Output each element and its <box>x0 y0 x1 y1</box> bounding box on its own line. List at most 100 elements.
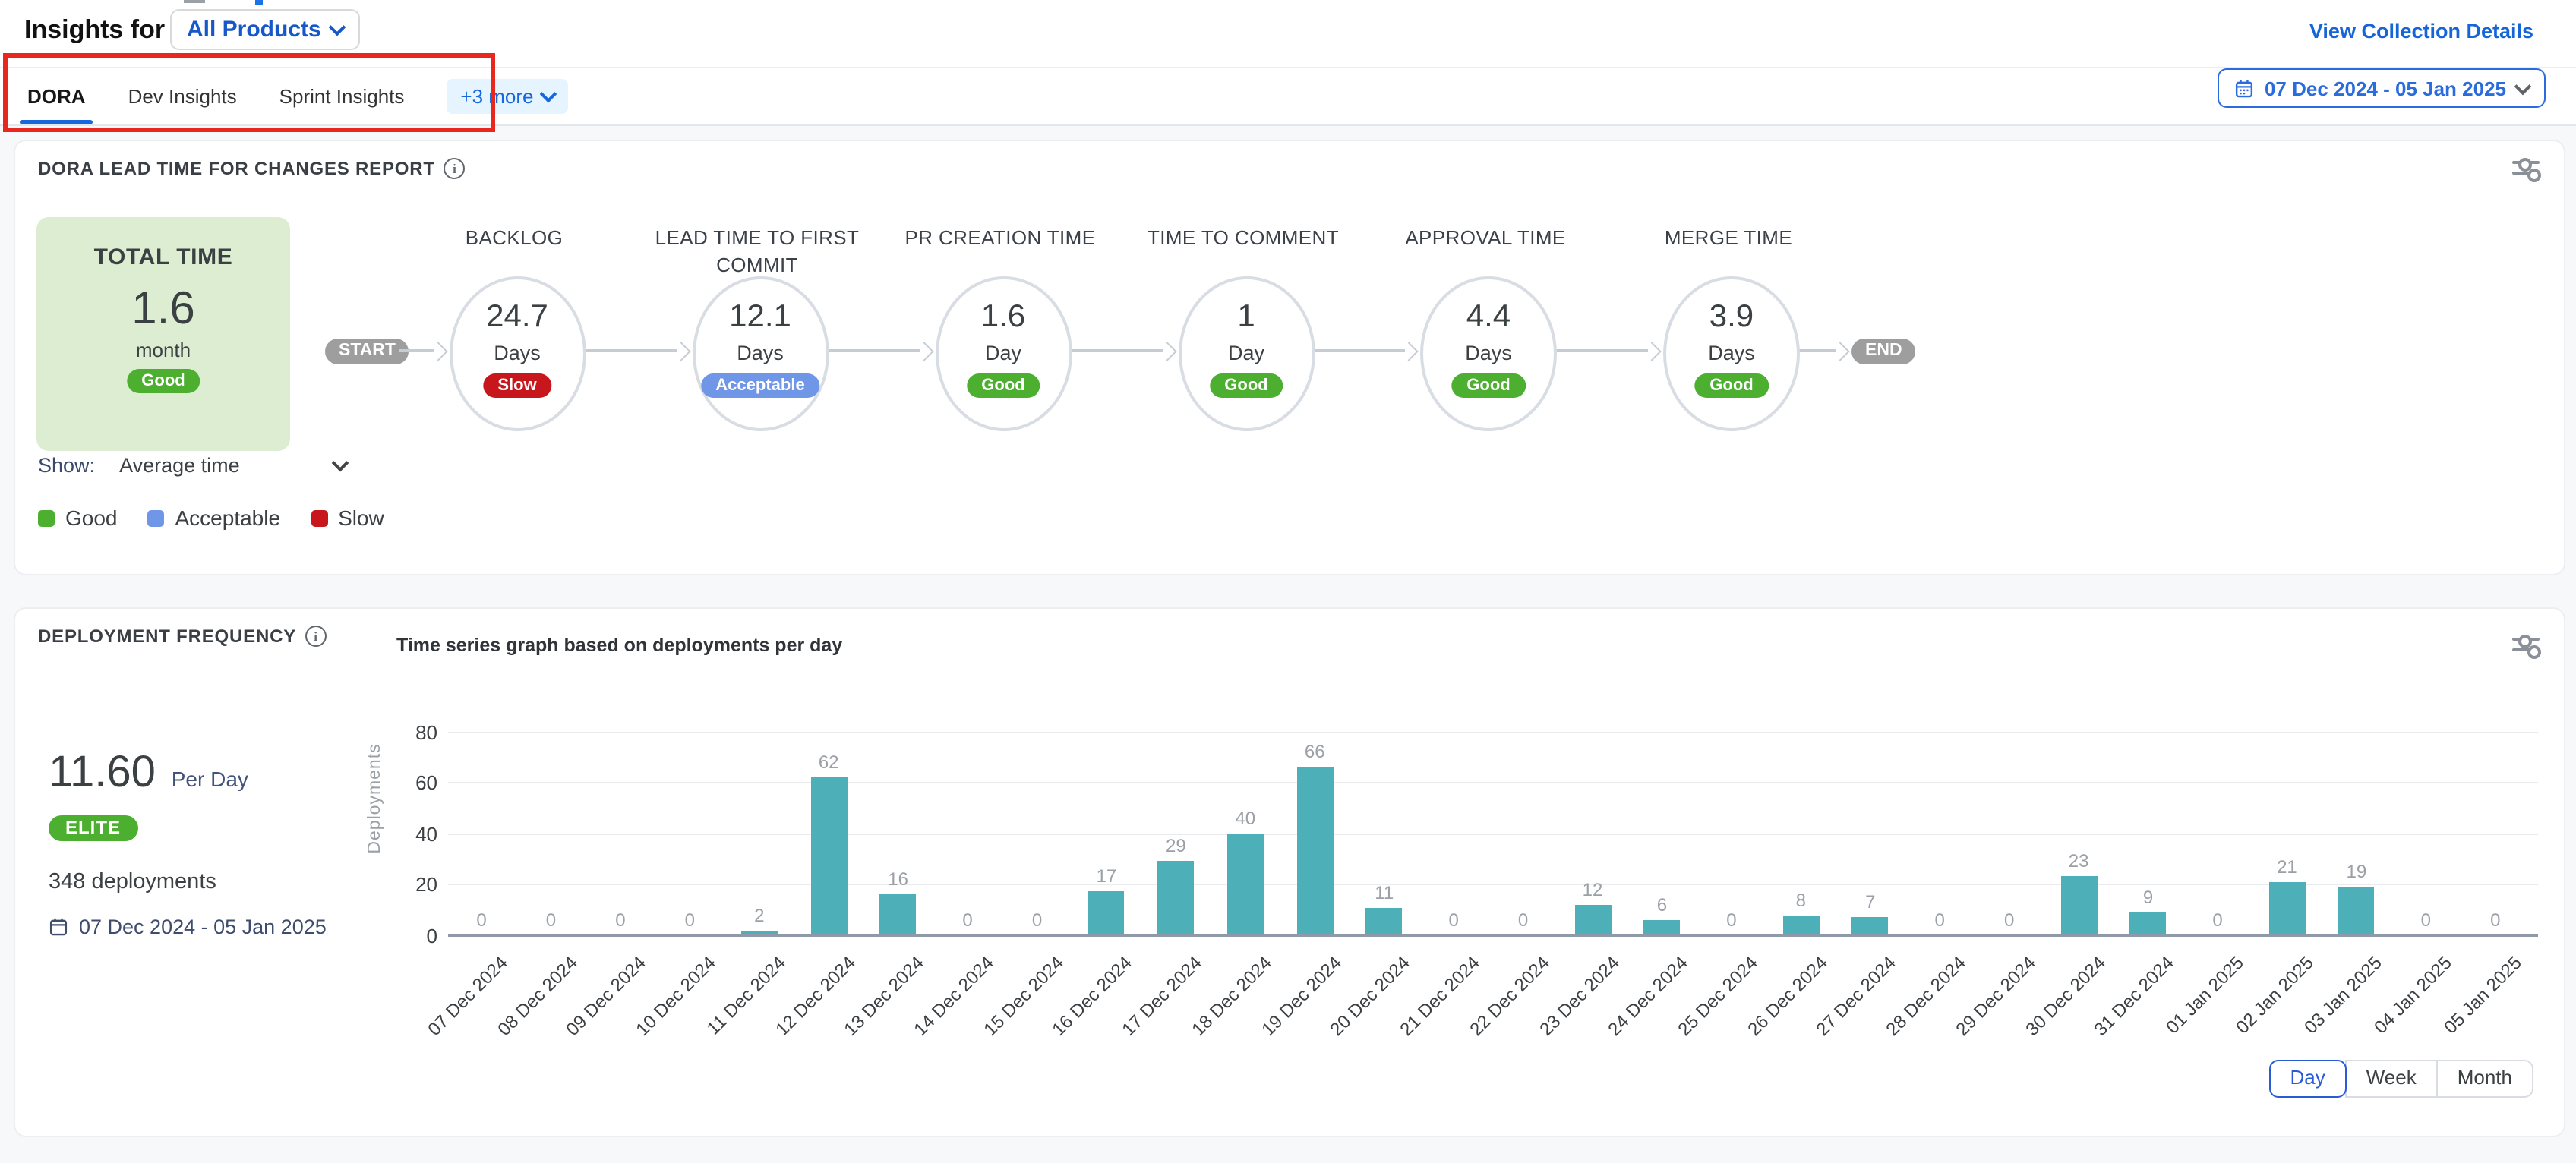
gridline <box>448 782 2538 783</box>
granularity-month-button[interactable]: Month <box>2436 1060 2533 1098</box>
bar-value-label: 0 <box>1909 909 1970 931</box>
deployment-bar <box>1852 917 1889 935</box>
stage-unit: Days <box>1666 342 1797 364</box>
tab-bar-divider <box>0 124 2576 126</box>
flow-arrow-line <box>582 349 677 351</box>
stage-rating-badge: Good <box>1451 373 1525 398</box>
stage-circle: 1.6DayGood <box>935 276 1072 431</box>
date-range-picker[interactable]: 07 Dec 2024 - 05 Jan 2025 <box>2218 68 2546 108</box>
deployment-bar <box>2338 887 2375 935</box>
deployment-bar <box>2130 912 2167 935</box>
chevron-down-icon <box>540 85 557 102</box>
tab-dora[interactable]: DORA <box>27 81 86 110</box>
dashboard-page: Insights for All Products View Collectio… <box>0 0 2576 1163</box>
bar-value-label: 29 <box>1145 836 1206 857</box>
gridline <box>448 731 2538 733</box>
total-time-value: 1.6 <box>36 284 290 336</box>
tab-dev-insights[interactable]: Dev Insights <box>128 81 237 110</box>
bar-value-label: 12 <box>1562 879 1623 900</box>
bar-value-label: 0 <box>1493 909 1554 931</box>
stage-value: 1 <box>1181 299 1312 336</box>
bar-value-label: 23 <box>2048 851 2109 872</box>
bar-value-label: 0 <box>520 909 581 931</box>
stage-circle: 24.7 Days Slow <box>449 276 586 431</box>
stage-unit: Days <box>452 342 582 364</box>
total-time-label: TOTAL TIME <box>36 244 290 270</box>
stage-name: APPROVAL TIME <box>1364 225 1607 252</box>
flow-arrow-line <box>1554 349 1648 351</box>
bar-value-label: 0 <box>659 909 720 931</box>
bar-value-label: 6 <box>1631 894 1692 916</box>
bar-value-label: 2 <box>729 904 790 925</box>
granularity-week-button[interactable]: Week <box>2345 1060 2438 1098</box>
view-collection-details-link[interactable]: View Collection Details <box>2309 20 2533 43</box>
tabs-more-dropdown[interactable]: +3 more <box>447 78 568 113</box>
stage-rating-badge: Good <box>1209 373 1283 398</box>
flow-arrow-line <box>826 349 920 351</box>
granularity-day-button[interactable]: Day <box>2268 1060 2346 1098</box>
stage-circle: 3.9 Days Good <box>1663 276 1800 431</box>
y-axis-title: Deployments <box>366 708 387 890</box>
deployment-bar <box>2268 881 2305 935</box>
page-title: Insights for <box>24 15 165 46</box>
legend-item-acceptable: Acceptable <box>148 506 281 530</box>
show-value: Average time <box>119 454 240 477</box>
bar-value-label: 0 <box>1423 909 1484 931</box>
show-dropdown[interactable]: Show: Average time <box>38 454 346 477</box>
total-time-unit: month <box>36 339 290 361</box>
gridline <box>448 834 2538 835</box>
bar-value-label: 0 <box>1979 909 2040 931</box>
tab-sprint-insights[interactable]: Sprint Insights <box>279 81 405 110</box>
tabs-more-label: +3 more <box>460 84 533 107</box>
chevron-down-icon <box>331 455 349 472</box>
stage-value: 3.9 <box>1666 299 1797 336</box>
deployment-bar <box>1366 907 1403 935</box>
legend-swatch <box>148 509 165 526</box>
bar-value-label: 0 <box>2465 909 2526 931</box>
flow-start-pill: START <box>325 339 409 364</box>
granularity-toggle: DayWeekMonth <box>2268 1060 2533 1098</box>
deployment-bar <box>1227 834 1264 935</box>
y-axis-tick-label: 40 <box>392 823 437 846</box>
stage-unit: Days <box>1423 342 1554 364</box>
deployment-bar <box>1157 862 1194 935</box>
stage-value: 4.4 <box>1423 299 1554 336</box>
bar-value-label: 0 <box>1701 909 1762 931</box>
chart-settings-icon[interactable] <box>2512 156 2540 179</box>
bar-value-label: 19 <box>2326 861 2387 882</box>
stage-rating-badge: Slow <box>482 373 551 398</box>
deployment-bar <box>1782 915 1819 935</box>
bar-value-label: 16 <box>868 868 929 890</box>
clipped-link-artifact <box>255 0 263 4</box>
lead-time-card: DORA LEAD TIME FOR CHANGES REPORT TOTAL … <box>14 140 2565 575</box>
stage-value: 1.6 <box>938 299 1069 336</box>
deployment-bar <box>880 894 917 935</box>
flow-arrow-head <box>1399 341 1418 360</box>
product-selector-dropdown[interactable]: All Products <box>170 9 361 50</box>
flow-arrow-head <box>428 341 447 360</box>
stage-value: 24.7 <box>452 299 582 336</box>
stage-rating-badge: Good <box>966 373 1040 398</box>
info-icon[interactable] <box>444 158 466 179</box>
legend-label: Slow <box>338 506 384 530</box>
total-time-box: TOTAL TIME 1.6 month Good <box>36 217 290 451</box>
y-axis-tick-label: 20 <box>392 874 437 897</box>
flow-arrow-head <box>914 341 933 360</box>
product-selector-value: All Products <box>187 17 321 43</box>
stage-circle: 4.4 Days Good <box>1420 276 1557 431</box>
bar-value-label: 11 <box>1354 881 1415 903</box>
bar-value-label: 0 <box>2395 909 2456 931</box>
deployment-frequency-card: DEPLOYMENT FREQUENCY Time series graph b… <box>14 607 2565 1137</box>
stage-rating-badge: Good <box>1694 373 1768 398</box>
chevron-down-icon <box>329 19 346 36</box>
bar-value-label: 0 <box>937 909 998 931</box>
lead-time-card-title-text: DORA LEAD TIME FOR CHANGES REPORT <box>38 158 435 179</box>
bar-value-label: 62 <box>798 752 859 773</box>
deployment-bar <box>1643 920 1680 935</box>
x-axis-line <box>448 934 2538 936</box>
deployment-bar <box>810 777 847 935</box>
legend-item-good: Good <box>38 506 118 530</box>
total-time-rating-badge: Good <box>126 369 200 393</box>
legend-label: Acceptable <box>175 506 281 530</box>
rating-legend: Good Acceptable Slow <box>38 506 384 530</box>
